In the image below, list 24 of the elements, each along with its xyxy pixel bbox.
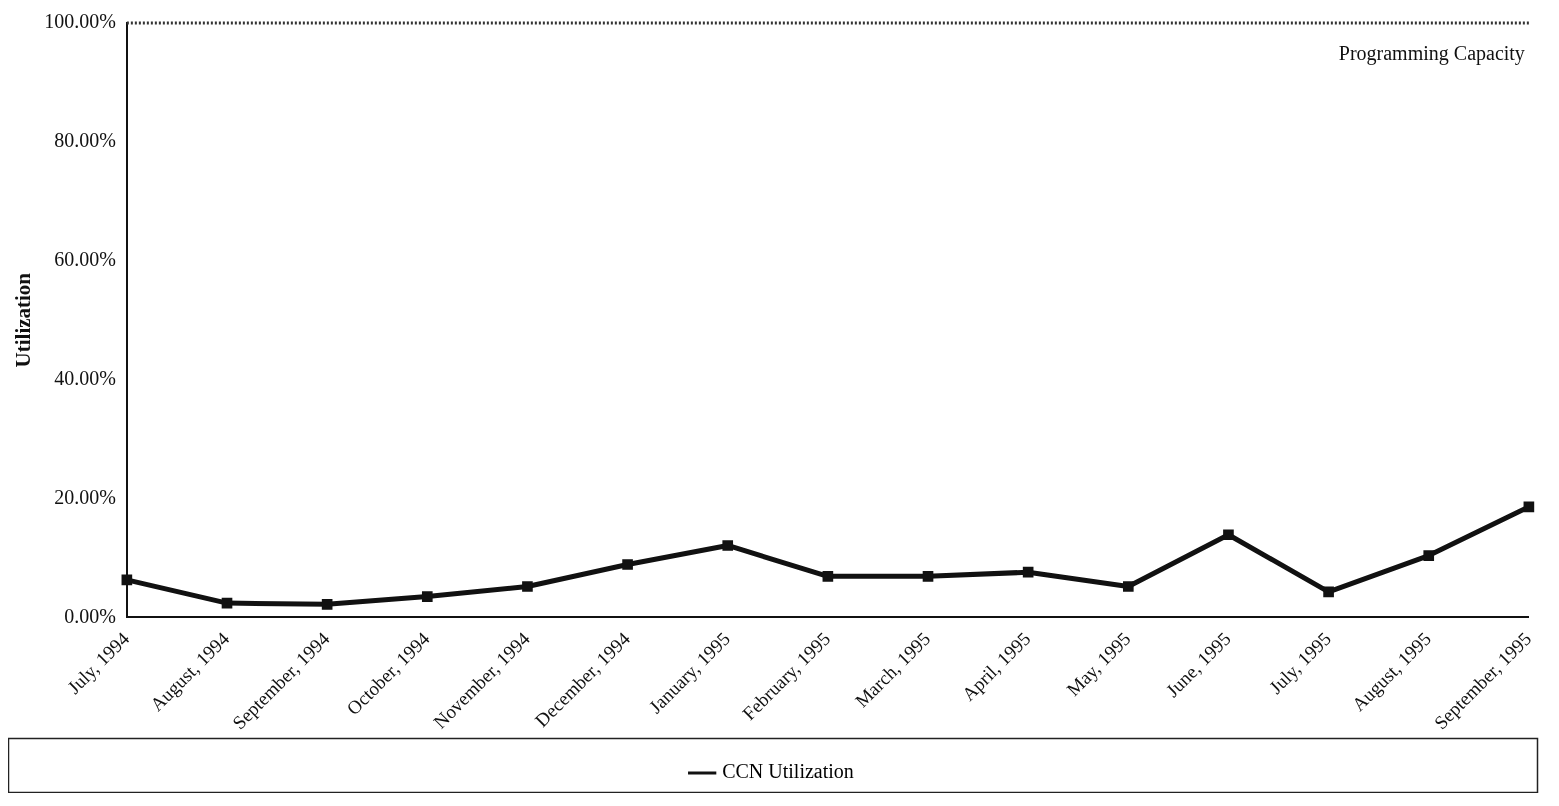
point: [1223, 529, 1234, 541]
y-tick-label: 80.00%: [54, 129, 116, 152]
point: [1323, 586, 1334, 598]
point: [1523, 501, 1535, 513]
point: [421, 591, 433, 602]
point: [221, 597, 233, 609]
y-tick-label: 0.00%: [64, 604, 116, 627]
point: [321, 598, 333, 610]
point: [822, 571, 834, 582]
y-tick-label: 20.00%: [54, 485, 116, 508]
point: [1022, 566, 1034, 578]
point: [121, 574, 133, 586]
point: [1122, 581, 1134, 592]
y-tick-label: 60.00%: [54, 248, 116, 270]
point: [722, 540, 734, 551]
point: [1423, 550, 1435, 561]
y-tick-label: 100.00%: [44, 10, 116, 33]
point: [922, 571, 934, 582]
y-tick-label: 40.00%: [54, 366, 116, 389]
point: [622, 559, 633, 570]
legend-label: CCN Utilization: [722, 760, 854, 783]
y-axis-title: Utilization: [11, 272, 36, 368]
ref-line-label: Programming Capacity: [1338, 42, 1525, 66]
point: [522, 581, 533, 592]
